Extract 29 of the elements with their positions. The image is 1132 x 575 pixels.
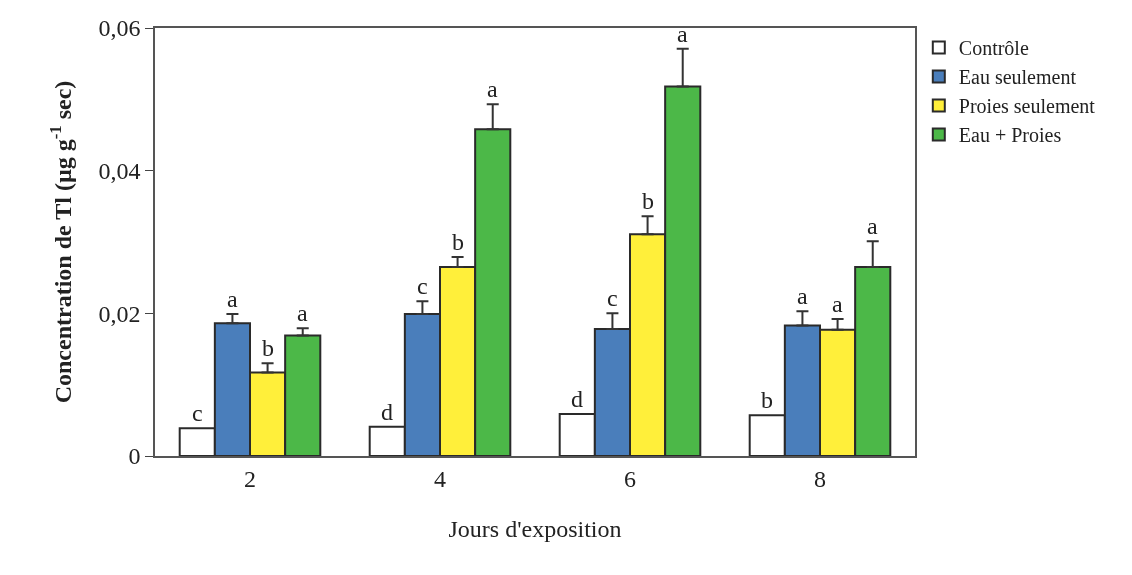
data-label: a bbox=[797, 283, 808, 309]
data-label: a bbox=[227, 286, 238, 312]
data-label: b bbox=[262, 335, 274, 361]
data-label: d bbox=[571, 386, 583, 412]
y-tick-label: 0,02 bbox=[98, 300, 141, 327]
y-tick-label: 0 bbox=[128, 443, 141, 470]
data-label: c bbox=[192, 400, 203, 426]
x-tick-label: 2 bbox=[244, 465, 256, 492]
data-label: d bbox=[381, 399, 393, 425]
y-tick-label: 0,06 bbox=[98, 15, 141, 42]
data-label: a bbox=[487, 76, 498, 102]
y-tick-label: 0,04 bbox=[98, 158, 141, 185]
data-label: c bbox=[607, 285, 618, 311]
legend-label: Proies seulement bbox=[958, 95, 1096, 118]
legend-label: Contrôle bbox=[958, 37, 1029, 60]
legend-label: Eau seulement bbox=[958, 66, 1077, 89]
data-label: b bbox=[452, 229, 464, 255]
data-label: b bbox=[761, 387, 773, 413]
data-label: c bbox=[417, 273, 428, 299]
data-label: a bbox=[832, 291, 843, 317]
data-label: a bbox=[867, 213, 878, 239]
x-tick-label: 6 bbox=[624, 465, 636, 492]
data-label: b bbox=[642, 188, 654, 214]
data-label: a bbox=[297, 300, 308, 326]
data-label: a bbox=[677, 21, 688, 47]
x-axis-title: Jours d'exposition bbox=[448, 516, 622, 543]
x-tick-label: 8 bbox=[814, 465, 826, 492]
legend-label: Eau + Proies bbox=[958, 124, 1062, 147]
x-tick-label: 4 bbox=[434, 465, 446, 492]
